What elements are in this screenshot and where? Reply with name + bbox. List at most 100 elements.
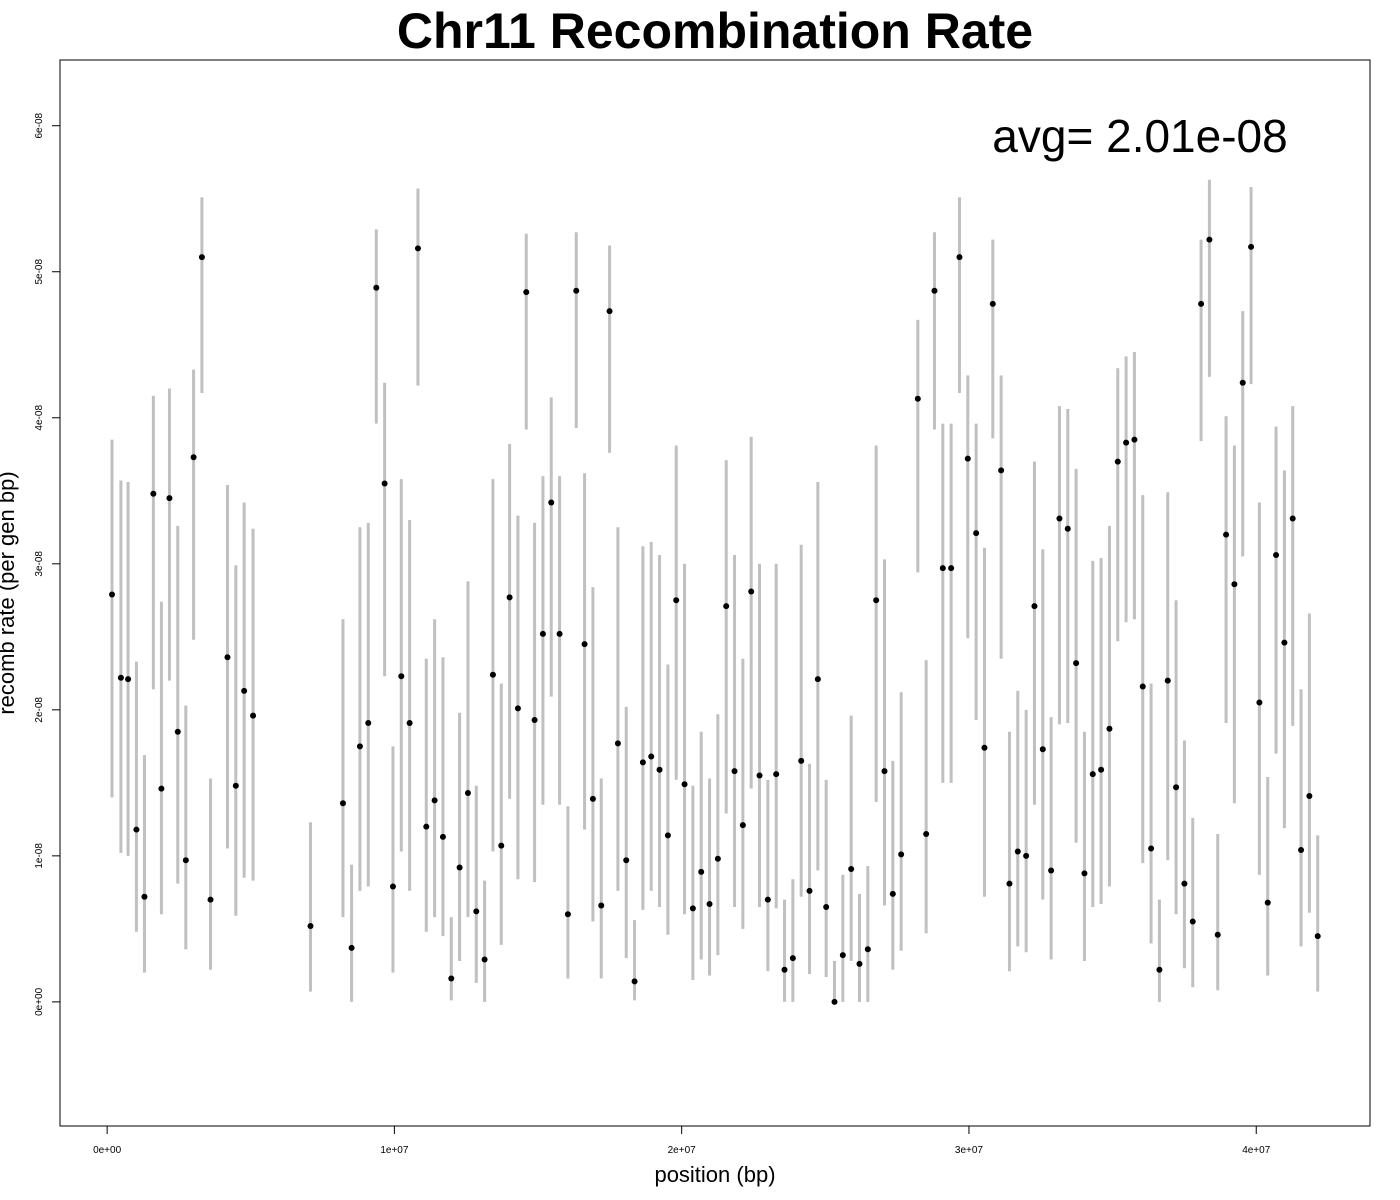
x-tick-label: 1e+07 (380, 1145, 409, 1156)
data-point (581, 641, 588, 648)
data-point (681, 781, 688, 788)
data-point (1156, 966, 1163, 973)
data-point (1106, 725, 1113, 732)
y-tick-label: 1e-08 (34, 843, 45, 869)
data-point (174, 728, 181, 735)
data-point (548, 499, 555, 506)
data-point (514, 705, 521, 712)
data-point (948, 565, 955, 572)
x-tick-label: 4e+07 (1242, 1145, 1271, 1156)
data-point (1023, 852, 1030, 859)
data-point (673, 597, 680, 604)
y-axis-label: recomb rate (per gen bp) (0, 471, 19, 714)
data-point (1164, 677, 1171, 684)
data-points (108, 236, 1321, 1005)
x-axis-label: position (bp) (654, 1162, 775, 1187)
data-point (1223, 531, 1230, 538)
data-point (108, 591, 115, 598)
data-point (125, 676, 132, 683)
data-point (798, 757, 805, 764)
data-point (182, 857, 189, 864)
data-point (989, 300, 996, 307)
chart-title: Chr11 Recombination Rate (397, 3, 1033, 59)
data-point (689, 905, 696, 912)
data-point (806, 887, 813, 894)
data-point (1081, 870, 1088, 877)
data-point (406, 719, 413, 726)
data-point (1014, 848, 1021, 855)
data-point (241, 687, 248, 694)
data-point (573, 287, 580, 294)
data-point (1298, 847, 1305, 854)
data-point (166, 495, 173, 502)
data-point (623, 857, 630, 864)
data-point (1181, 880, 1188, 887)
data-point (133, 826, 140, 833)
data-point (1281, 639, 1288, 646)
data-point (931, 287, 938, 294)
y-tick-label: 2e-08 (34, 697, 45, 723)
data-point (656, 766, 663, 773)
y-tick-label: 0e+00 (34, 987, 45, 1016)
data-point (207, 896, 214, 903)
data-point (1239, 379, 1246, 386)
data-point (856, 960, 863, 967)
data-point (564, 911, 571, 918)
data-point (1173, 784, 1180, 791)
data-point (531, 717, 538, 724)
data-point (789, 955, 796, 962)
data-point (307, 922, 314, 929)
data-point (489, 671, 496, 678)
data-point (414, 245, 421, 252)
data-point (731, 768, 738, 775)
data-point (631, 978, 638, 985)
data-point (773, 771, 780, 778)
average-annotation: avg= 2.01e-08 (992, 110, 1287, 162)
data-point (250, 712, 257, 719)
data-point (831, 998, 838, 1005)
data-point (939, 565, 946, 572)
data-point (1098, 766, 1105, 773)
data-point (664, 832, 671, 839)
data-point (756, 772, 763, 779)
data-point (1306, 792, 1313, 799)
data-point (606, 308, 613, 315)
data-point (873, 597, 880, 604)
x-tick-label: 3e+07 (955, 1145, 984, 1156)
data-point (1206, 236, 1213, 243)
data-point (439, 833, 446, 840)
data-point (1314, 933, 1321, 940)
data-point (398, 673, 405, 680)
data-point (1064, 525, 1071, 532)
data-point (973, 530, 980, 537)
x-axis: 0e+00 1e+07 2e+07 3e+07 4e+07 (93, 1125, 1271, 1156)
data-point (456, 864, 463, 871)
data-point (981, 744, 988, 751)
data-point (141, 893, 148, 900)
data-point (648, 753, 655, 760)
data-point (739, 822, 746, 829)
data-point (889, 890, 896, 897)
data-point (556, 630, 563, 637)
data-point (706, 901, 713, 908)
data-point (998, 467, 1005, 474)
data-point (1289, 515, 1296, 522)
data-point (523, 289, 530, 296)
data-point (714, 855, 721, 862)
y-tick-label: 3e-08 (34, 551, 45, 577)
data-point (1031, 603, 1038, 610)
data-point (473, 908, 480, 915)
data-point (117, 674, 124, 681)
data-point (356, 743, 363, 750)
y-tick-label: 4e-08 (34, 405, 45, 431)
data-point (232, 782, 239, 789)
data-point (1189, 918, 1196, 925)
data-point (723, 603, 730, 610)
data-point (448, 975, 455, 982)
data-point (539, 630, 546, 637)
data-point (481, 956, 488, 963)
y-tick-label: 5e-08 (34, 259, 45, 285)
data-point (190, 454, 197, 461)
data-point (1273, 552, 1280, 559)
